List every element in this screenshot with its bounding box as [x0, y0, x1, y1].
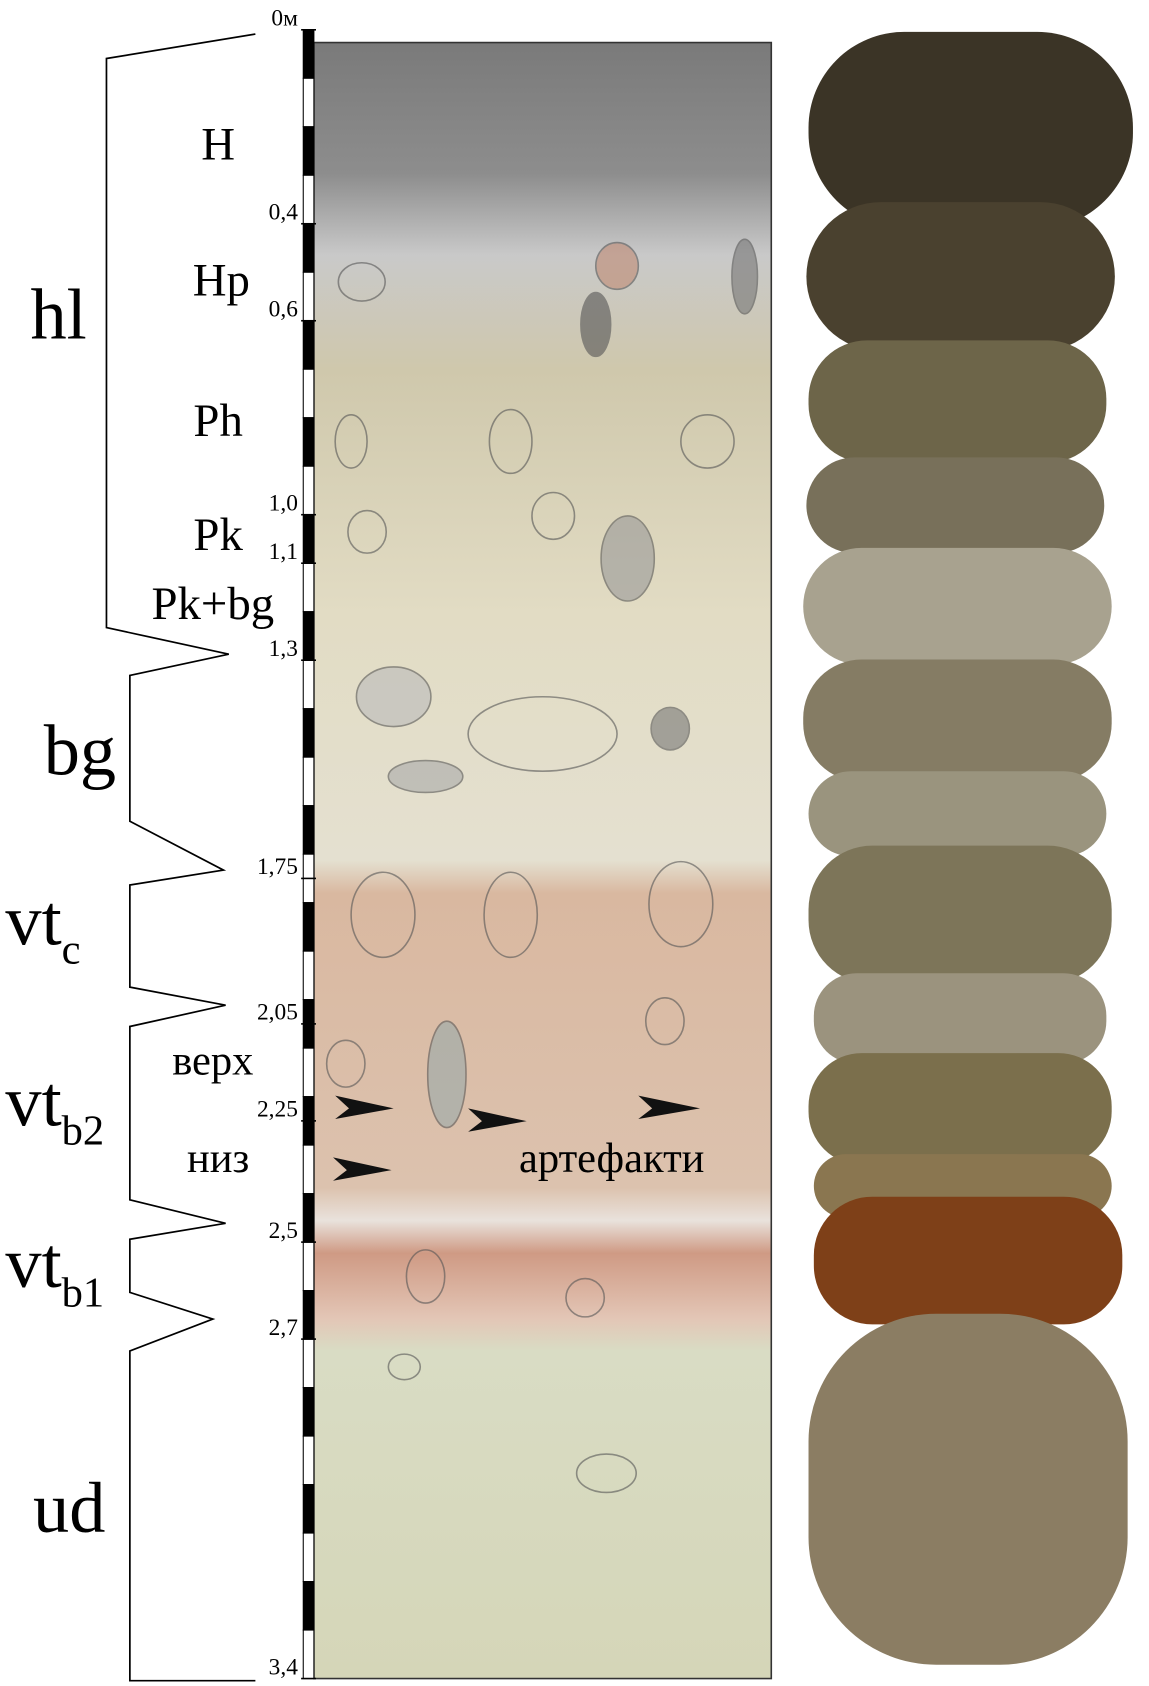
ruler-segment	[303, 1436, 314, 1484]
ruler-segment	[303, 466, 314, 514]
ruler-segment	[303, 418, 314, 466]
ruler-segment	[303, 369, 314, 417]
ruler-segment	[303, 272, 314, 320]
ruler-segment	[303, 660, 314, 708]
ruler-segment	[303, 127, 314, 175]
horizon-label: Pk	[193, 509, 243, 561]
horizon-label: Pk+bg	[152, 578, 275, 630]
ruler-segment	[303, 1339, 314, 1387]
stratum-label: hl	[30, 274, 86, 354]
stratum-label: vtc	[5, 881, 80, 974]
horizon-label: Hp	[193, 255, 250, 307]
horizon-labels: H Hp Ph Pk Pk+bg	[152, 119, 275, 631]
ruler-segment	[303, 563, 314, 611]
depth-label: 2,7	[269, 1315, 299, 1341]
depth-label: 1,3	[269, 636, 298, 662]
ruler-segment	[303, 806, 314, 854]
ruler-segment	[303, 175, 314, 223]
ruler-segment	[303, 1388, 314, 1436]
ruler-segment	[303, 1582, 314, 1630]
stratum-subscript: b2	[62, 1108, 105, 1155]
depth-label: 0,4	[269, 200, 299, 226]
stratum-label: vtb2	[5, 1061, 104, 1154]
horizon-label: H	[201, 119, 235, 171]
depth-ruler	[303, 30, 314, 1679]
depth-label: 3,4	[269, 1654, 299, 1680]
ruler-segment	[303, 903, 314, 951]
ruler-segment	[303, 1485, 314, 1533]
depth-label: 0,6	[269, 296, 298, 322]
stratum-subscript: c	[62, 927, 81, 974]
ruler-segment	[303, 1194, 314, 1242]
stratum-label: vtb1	[5, 1223, 104, 1316]
ruler-segment	[303, 1048, 314, 1096]
stratum-label: bg	[44, 710, 116, 790]
ruler-segment	[303, 224, 314, 272]
stratum-subscript: b1	[62, 1269, 105, 1316]
ruler-segment	[303, 1145, 314, 1193]
sublayer-label: низ	[187, 1135, 249, 1182]
annotation: артефакти	[519, 1135, 704, 1182]
stratum-label: ud	[33, 1468, 105, 1548]
profile-drawing	[314, 43, 771, 1679]
depth-label: 1,75	[257, 854, 298, 880]
core-photo	[803, 32, 1133, 1665]
soil-profile: 0м 0,4 0,6 1,0 1,1 1,3 1,75 2,05 2,25 2,5 2,7 3,4 H…	[0, 0, 1149, 1686]
ruler-segment	[303, 1291, 314, 1339]
depth-label: 1,1	[269, 539, 298, 565]
depth-label: 2,5	[269, 1218, 298, 1244]
ruler-segment	[303, 1533, 314, 1581]
sublayer-label: верх	[172, 1037, 253, 1084]
ruler-segment	[303, 30, 314, 78]
depth-label: 1,0	[269, 490, 298, 516]
stratum-name: vt	[5, 881, 61, 961]
ruler-segment	[303, 1242, 314, 1290]
stratum-name: vt	[5, 1061, 61, 1141]
ruler-segment	[303, 612, 314, 660]
ruler-segment	[303, 78, 314, 126]
depth-label: 2,25	[257, 1097, 298, 1123]
depth-label: 0м	[271, 6, 298, 32]
ruler-segment	[303, 515, 314, 563]
stratum-name: vt	[5, 1223, 61, 1303]
ruler-segment	[303, 951, 314, 999]
strata-labels: hl bg vtc vtb2 vtb1 ud	[5, 274, 116, 1547]
horizon-label: Ph	[193, 395, 242, 447]
ruler-segment	[303, 709, 314, 757]
ruler-segment	[303, 321, 314, 369]
ruler-segment	[303, 1630, 314, 1678]
depth-label: 2,05	[257, 1000, 298, 1026]
ruler-segment	[303, 757, 314, 805]
